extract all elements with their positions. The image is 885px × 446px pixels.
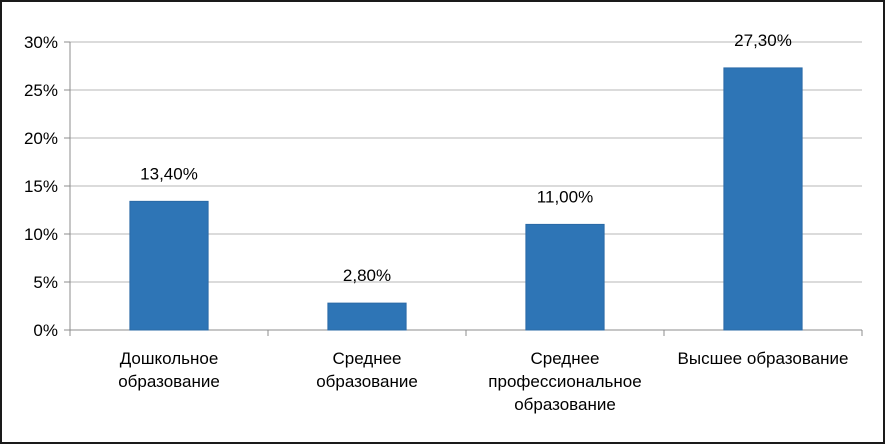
x-category-label-line: профессиональное — [488, 372, 641, 391]
x-category-label-line: образование — [118, 372, 220, 391]
y-tick-label: 5% — [33, 273, 58, 292]
x-category-label-line: Среднее — [332, 349, 401, 368]
x-category-label: Дошкольное образование — [118, 349, 220, 391]
x-category-label-line: Высшее образование — [678, 349, 849, 368]
x-category-label: Высшее образование — [678, 349, 849, 368]
y-tick-label: 25% — [24, 81, 58, 100]
bar — [327, 302, 407, 331]
x-category-label: Среднее профессиональное образование — [488, 349, 641, 414]
bar — [525, 223, 605, 331]
data-label: 27,30% — [734, 31, 792, 50]
x-category-label-line: образование — [316, 372, 418, 391]
y-tick-label: 10% — [24, 225, 58, 244]
y-tick-label: 20% — [24, 129, 58, 148]
data-label: 13,40% — [140, 164, 198, 183]
x-category-label-line: Среднее — [530, 349, 599, 368]
data-label: 2,80% — [343, 266, 391, 285]
y-tick-label: 30% — [24, 33, 58, 52]
x-category-label-line: образование — [514, 395, 616, 414]
x-category-label-line: Дошкольное — [120, 349, 219, 368]
y-tick-label: 0% — [33, 321, 58, 340]
data-label: 11,00% — [537, 187, 593, 206]
bar — [723, 67, 803, 331]
y-tick-label: 15% — [24, 177, 58, 196]
x-category-label: Среднее образование — [316, 349, 418, 391]
bar — [129, 200, 209, 331]
